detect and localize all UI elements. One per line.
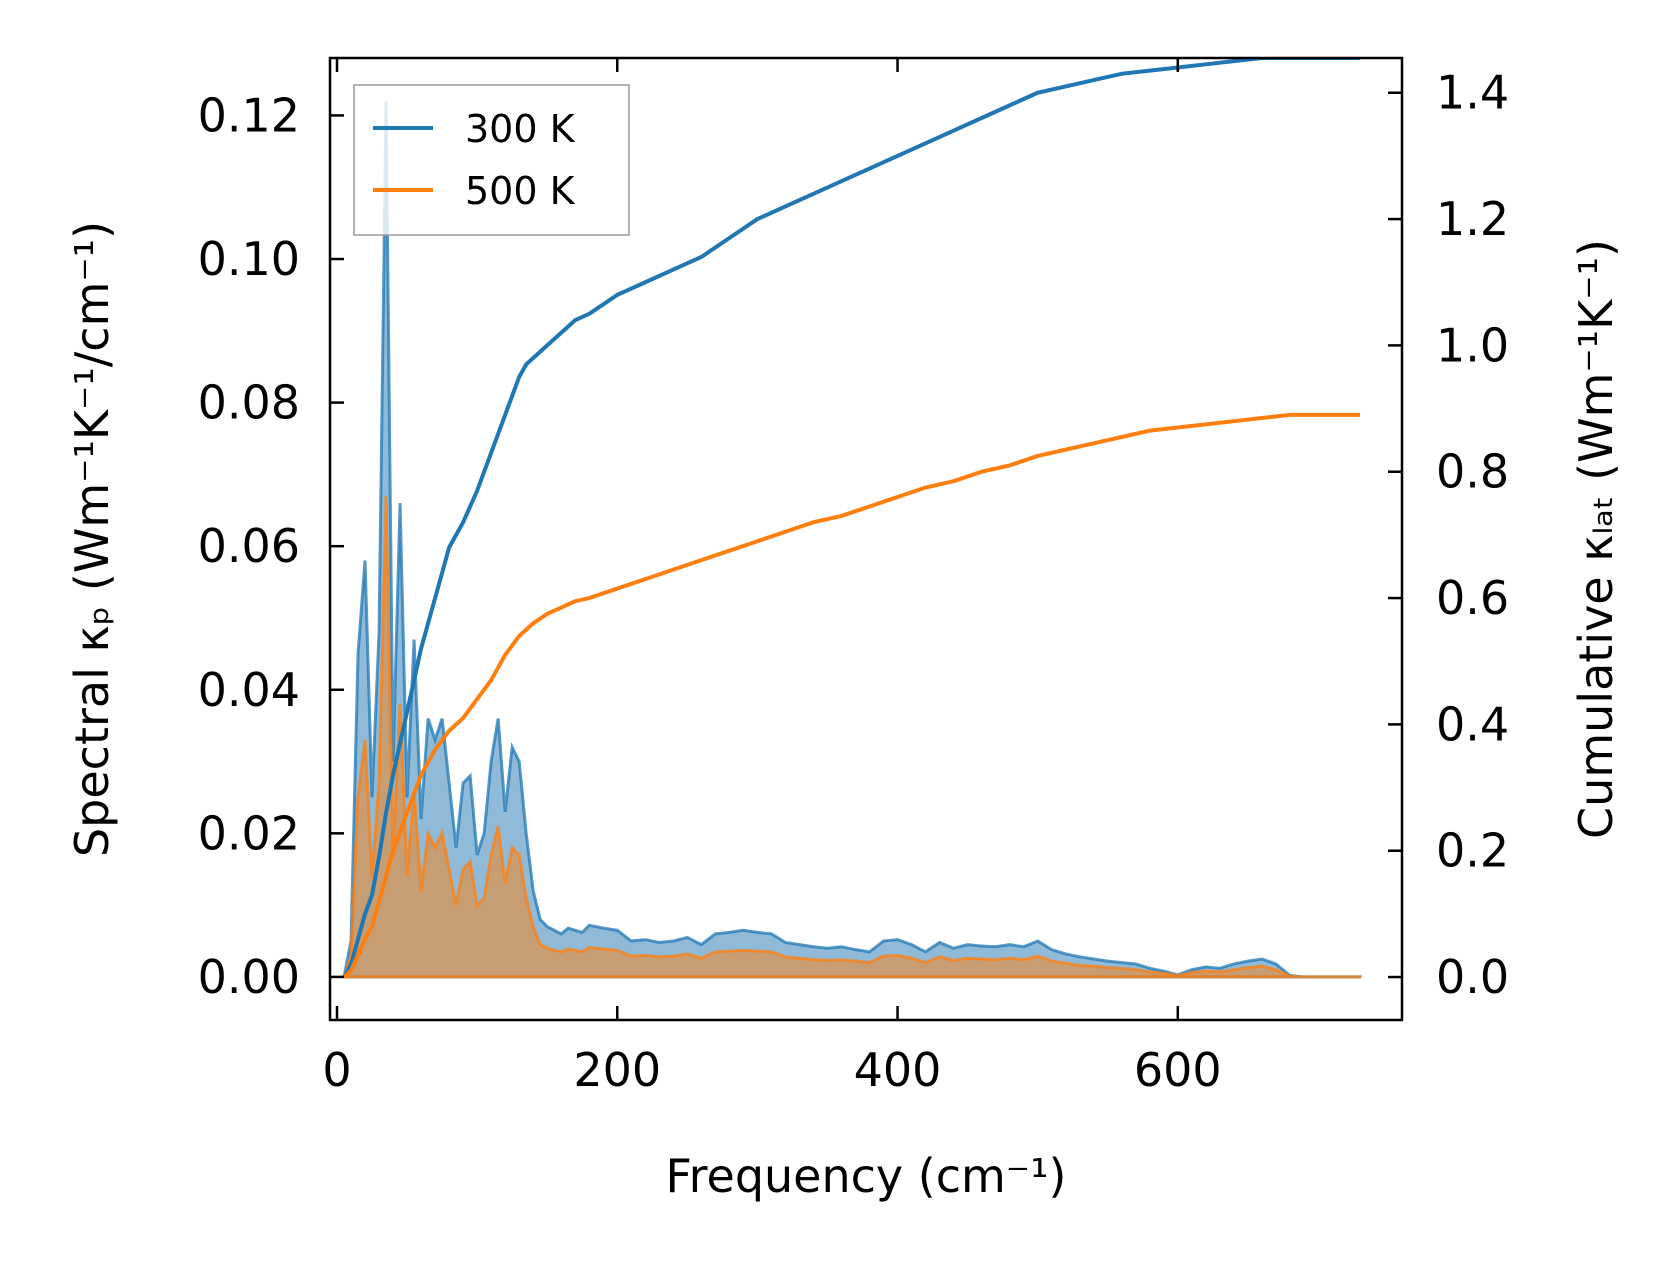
x-tick-label: 200 [573,1043,661,1097]
y-tick-left-label: 0.04 [198,663,300,717]
axis-tick-labels: 0 200 400 600 0.00 0.02 0.04 0.06 0.08 0.10 0.12 0.… [198,66,1510,1097]
y-tick-left-label: 0.10 [198,232,300,286]
spectral-areas [342,101,1362,979]
y-tick-left-label: 0.02 [198,806,300,860]
y-tick-right-label: 0.8 [1436,445,1509,499]
legend: 300 K 500 K [353,84,630,236]
cumulative-lines [342,58,1360,979]
legend-label-300k: 300 K [465,107,576,151]
y-tick-right-label: 0.4 [1436,697,1509,751]
y-tick-right-label: 1.4 [1436,66,1509,120]
y-tick-right-label: 0.2 [1436,824,1509,878]
y-tick-right-label: 0.0 [1436,950,1509,1004]
cumulative-line-500k [342,412,1360,979]
x-axis-label: Frequency (cm⁻¹) [666,1149,1067,1203]
y-axis-left-label: Spectral κₚ (Wm⁻¹K⁻¹/cm⁻¹) [65,221,119,857]
y-tick-left-label: 0.08 [198,376,300,430]
y-tick-right-label: 0.6 [1436,571,1509,625]
y-tick-right-label: 1.0 [1436,318,1509,372]
cumulative-line-300k [342,58,1360,979]
x-tick-label: 600 [1134,1043,1222,1097]
axis-ticks [330,58,1402,1020]
y-tick-left-label: 0.12 [198,88,300,142]
x-tick-label: 400 [854,1043,942,1097]
x-tick-label: 0 [322,1043,351,1097]
plot-frame [328,56,1404,1022]
legend-label-500k: 500 K [465,169,576,213]
y-tick-right-label: 1.2 [1436,192,1509,246]
y-tick-left-label: 0.00 [198,950,300,1004]
spectral-area-500k [342,495,1362,979]
y-axis-right-label: Cumulative κₗₐₜ (Wm⁻¹K⁻¹) [1569,239,1623,839]
legend-box [353,84,630,236]
y-tick-left-label: 0.06 [198,519,300,573]
